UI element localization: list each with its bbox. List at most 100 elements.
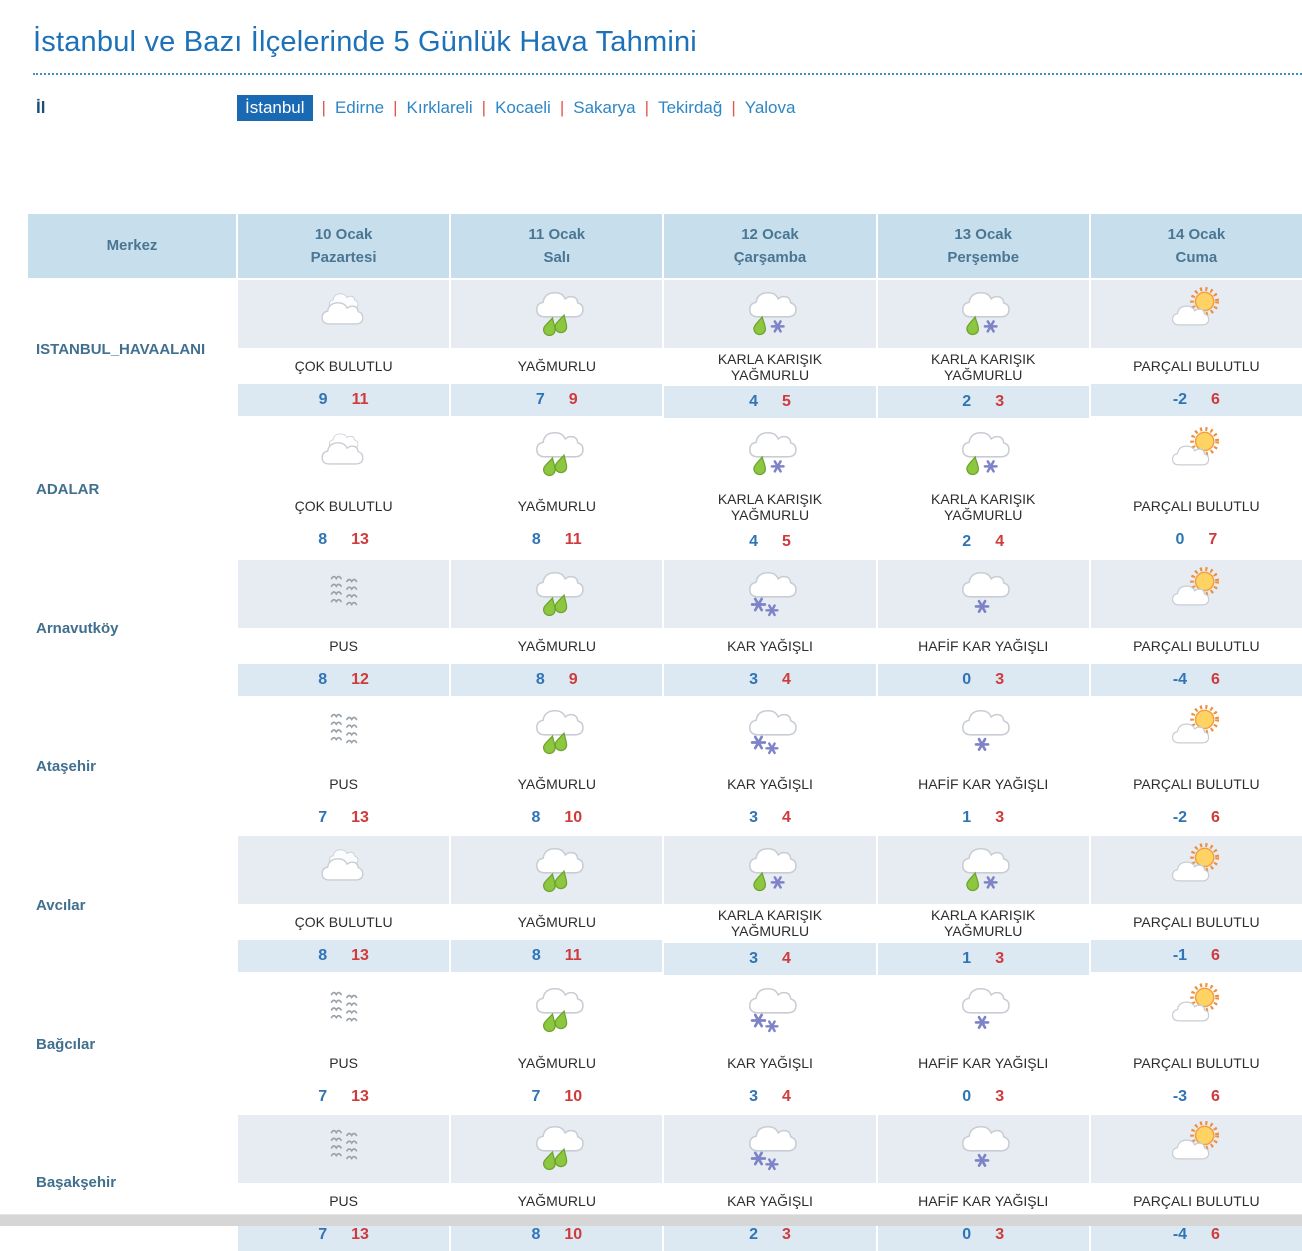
light-snow-icon xyxy=(955,1121,1011,1176)
header-date: 13 Ocak xyxy=(954,225,1012,243)
temp-min: 2 xyxy=(962,533,972,551)
weather-description-text: PUS xyxy=(329,1192,358,1209)
weather-description-text: PUS xyxy=(329,776,358,793)
forecast-cell: PARÇALI BULUTLU -3 6 xyxy=(1090,976,1302,1113)
weather-description-text: PARÇALI BULUTLU xyxy=(1133,776,1260,793)
weather-icon-area xyxy=(877,280,1089,348)
temp-min: 8 xyxy=(531,531,541,549)
weather-description: KARLA KARIŞIK YAĞMURLU xyxy=(664,488,876,527)
column-header-day: 11 Ocak Salı xyxy=(451,214,663,278)
sleet-icon xyxy=(955,843,1011,898)
weather-description-text: PARÇALI BULUTLU xyxy=(1133,914,1260,931)
weather-description-text: HAFİF KAR YAĞIŞLI xyxy=(918,1192,1049,1209)
weather-icon-area xyxy=(664,280,876,348)
weather-description: YAĞMURLU xyxy=(451,904,663,941)
page-title: İstanbul ve Bazı İlçelerinde 5 Günlük Ha… xyxy=(33,26,697,58)
temp-max: 9 xyxy=(568,391,578,408)
weather-icon-area xyxy=(877,836,1089,905)
temperature-area: 7 13 xyxy=(238,1081,449,1113)
weather-description: PUS xyxy=(238,1044,450,1081)
temperature-area: -3 6 xyxy=(1091,1081,1302,1113)
weather-description: KARLA KARIŞIK YAĞMURLU xyxy=(877,488,1089,527)
temp-max: 3 xyxy=(781,1225,791,1243)
forecast-cell: KARLA KARIŞIK YAĞMURLU 2 3 xyxy=(877,280,1089,419)
weather-description: HAFİF KAR YAĞIŞLI xyxy=(877,1044,1089,1081)
partly-cloudy-icon xyxy=(1168,1121,1224,1176)
weather-icon-area xyxy=(878,977,1089,1045)
weather-description-text: YAĞMURLU xyxy=(517,357,596,374)
temp-min: 0 xyxy=(962,1087,972,1105)
forecast-cell: YAĞMURLU 8 10 xyxy=(451,698,663,835)
temperature-area: 8 10 xyxy=(451,802,662,834)
weather-icon-area xyxy=(238,698,449,766)
temp-min: 8 xyxy=(535,671,545,689)
header-weekday: Pazartesi xyxy=(310,249,377,266)
weather-icon-area xyxy=(451,280,663,348)
weather-description-text: PARÇALI BULUTLU xyxy=(1133,1192,1260,1209)
weather-description: YAĞMURLU xyxy=(451,348,663,384)
temp-max: 7 xyxy=(1208,531,1218,549)
temp-max: 3 xyxy=(995,1087,1005,1105)
temp-max: 6 xyxy=(1211,1087,1220,1105)
temp-min: -1 xyxy=(1172,947,1188,965)
province-link-edirne[interactable]: Edirne xyxy=(334,98,385,117)
weather-description: PARÇALI BULUTLU xyxy=(1090,628,1302,665)
temp-max: 13 xyxy=(351,809,369,827)
temp-min: 3 xyxy=(749,1087,758,1105)
forecast-table: Merkez 10 Ocak Pazartesi 11 Ocak Salı 12 Oca… xyxy=(28,214,1302,1251)
weather-icon-area xyxy=(664,836,876,905)
weather-description: ÇOK BULUTLU xyxy=(238,488,450,525)
temp-max: 3 xyxy=(995,393,1005,411)
temp-min: -4 xyxy=(1172,671,1188,689)
province-separator: | xyxy=(559,98,565,117)
province-separator: | xyxy=(321,98,326,117)
weather-description: YAĞMURLU xyxy=(451,488,663,525)
weather-icon-area xyxy=(1091,977,1302,1045)
province-nav: İl İstanbul | Edirne | Kırklareli | Kocaeli | Sa… xyxy=(36,95,1302,121)
province-link-sakarya[interactable]: Sakarya xyxy=(573,98,636,117)
temp-min: 7 xyxy=(531,1087,541,1105)
haze-icon xyxy=(316,567,372,622)
cloudy-icon xyxy=(316,843,372,898)
forecast-cell: YAĞMURLU 7 10 xyxy=(451,976,663,1113)
temp-min: 2 xyxy=(749,1225,758,1243)
province-link-istanbul[interactable]: İstanbul xyxy=(237,95,313,121)
province-link-tekirdağ[interactable]: Tekirdağ xyxy=(658,98,723,117)
province-link-yalova[interactable]: Yalova xyxy=(744,98,796,117)
header-weekday: Cuma xyxy=(1175,249,1218,266)
province-link-kırklareli[interactable]: Kırklareli xyxy=(406,98,473,117)
weather-icon-area xyxy=(451,698,662,766)
temp-max: 5 xyxy=(781,393,791,411)
forecast-cell: KARLA KARIŞIK YAĞMURLU 4 5 xyxy=(664,280,876,419)
partly-cloudy-icon xyxy=(1168,566,1224,622)
temp-max: 10 xyxy=(564,1225,583,1243)
temp-max: 3 xyxy=(995,809,1005,827)
weather-icon-area xyxy=(664,698,875,766)
snow-icon xyxy=(742,705,798,760)
weather-icon-area xyxy=(238,836,450,905)
weather-icon-area xyxy=(238,560,450,629)
weather-icon-area xyxy=(878,420,1089,488)
weather-description-text: PARÇALI BULUTLU xyxy=(1133,638,1260,655)
weather-icon-area xyxy=(877,1114,1089,1183)
temp-min: 4 xyxy=(749,533,758,551)
temperature-area: -2 6 xyxy=(1090,384,1302,416)
weather-description-text: KARLA KARIŞIK YAĞMURLU xyxy=(931,907,1036,940)
district-name: Arnavutköy xyxy=(36,619,119,637)
temp-max: 3 xyxy=(995,949,1005,967)
temp-max: 4 xyxy=(781,1087,791,1105)
temp-max: 13 xyxy=(351,1087,369,1105)
weather-description: HAFİF KAR YAĞIŞLI xyxy=(877,766,1089,803)
province-link-kocaeli[interactable]: Kocaeli xyxy=(495,98,551,117)
temp-max: 13 xyxy=(351,1225,369,1243)
rain-icon xyxy=(529,983,585,1038)
temperature-area: -2 6 xyxy=(1091,802,1302,834)
horizontal-scrollbar[interactable] xyxy=(0,1214,1302,1226)
temperature-area: 7 10 xyxy=(451,1081,662,1113)
forecast-cell: YAĞMURLU 7 9 xyxy=(451,280,663,419)
temp-max: 12 xyxy=(351,671,369,689)
